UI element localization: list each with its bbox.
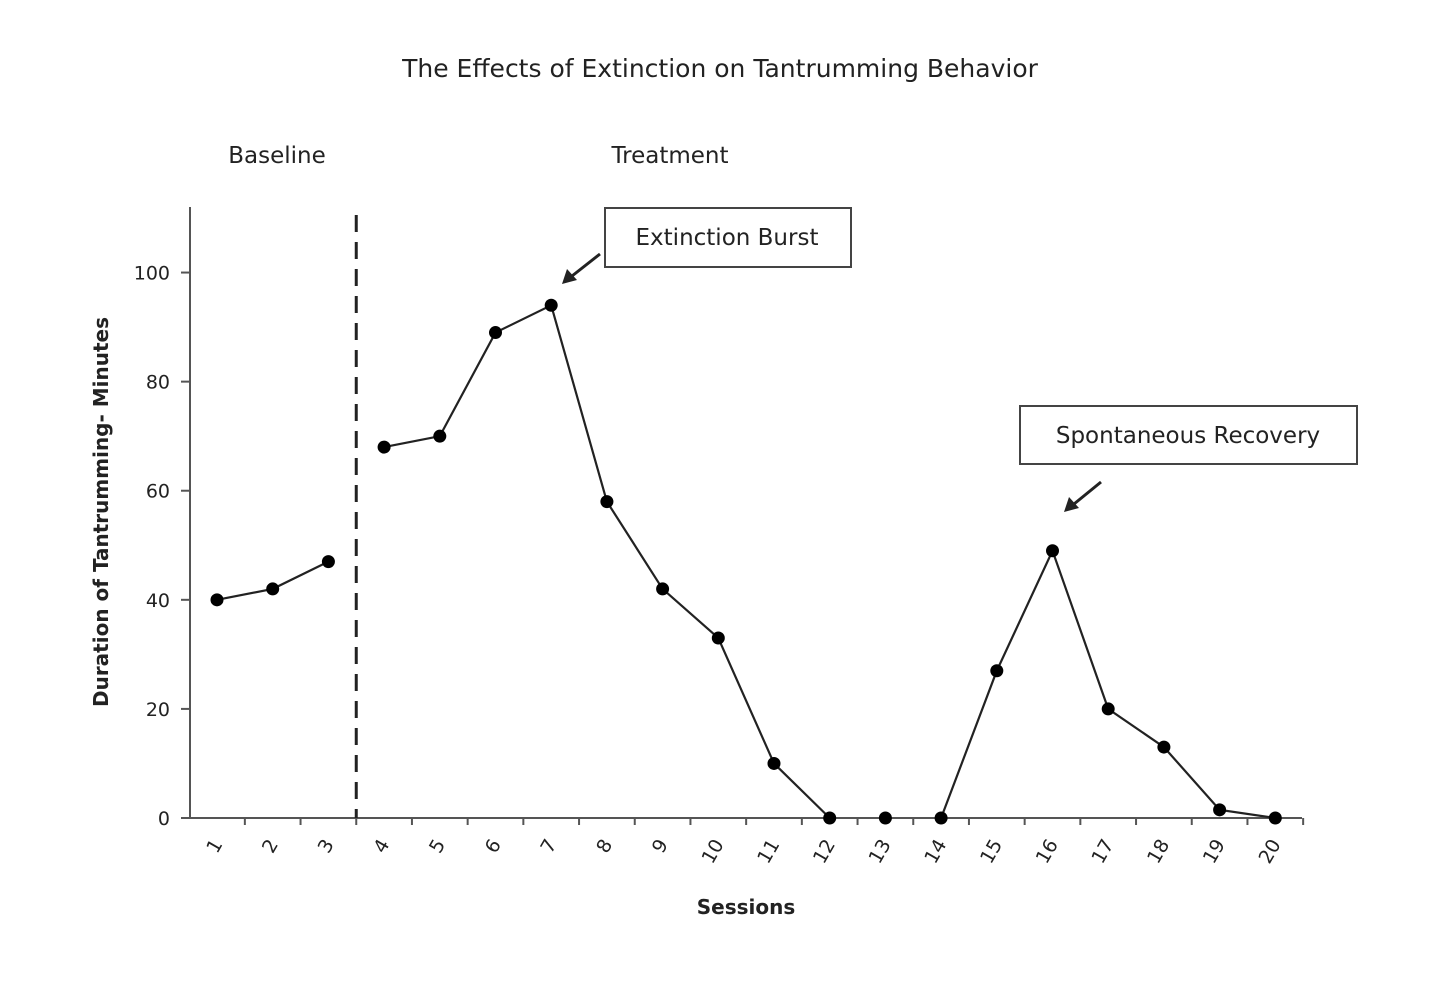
chart-title: The Effects of Extinction on Tantrumming… [401, 54, 1039, 83]
data-point [934, 811, 948, 825]
y-axis-title: Duration of Tantrumming- Minutes [89, 317, 113, 707]
data-point [1046, 544, 1059, 558]
annotation-arrow-shaft [1073, 480, 1102, 506]
annotation-label: Extinction Burst [636, 225, 819, 251]
data-point [1268, 811, 1282, 825]
data-point [433, 429, 447, 443]
data-point [1101, 702, 1115, 716]
y-tick-label: 40 [146, 590, 170, 612]
y-tick-label: 0 [158, 808, 170, 830]
annotation-spontaneous-recovery: Spontaneous Recovery [1019, 405, 1358, 512]
data-point [656, 582, 670, 596]
annotation-box [1019, 405, 1358, 465]
annotation-label: Spontaneous Recovery [1056, 423, 1320, 449]
data-point [210, 593, 224, 607]
annotation-arrow-head [562, 269, 577, 284]
annotation-arrow-head [1064, 497, 1079, 512]
data-point [711, 631, 725, 645]
data-point [489, 326, 502, 340]
annotation-extinction-burst: Extinction Burst [562, 207, 852, 284]
phase-label-baseline: Baseline [228, 143, 326, 169]
data-points [210, 298, 1282, 825]
annotation-box [604, 207, 852, 268]
data-point [1213, 803, 1227, 817]
y-tick-label: 60 [146, 481, 170, 503]
y-tick-label: 20 [146, 699, 170, 721]
data-point [266, 582, 280, 596]
phase-label-treatment: Treatment [610, 143, 728, 169]
data-point [544, 298, 558, 312]
y-ticks: 0 20 40 60 80 100 [134, 263, 190, 830]
data-point [321, 555, 335, 569]
data-point [823, 811, 837, 825]
x-axis-title: Sessions [697, 895, 796, 919]
annotation-arrow-shaft [571, 252, 601, 278]
data-point [990, 664, 1004, 678]
data-point [377, 440, 391, 454]
data-point [878, 811, 892, 825]
data-point [600, 495, 614, 509]
data-point [1157, 740, 1171, 754]
y-tick-label: 80 [146, 372, 170, 394]
y-tick-label: 100 [134, 263, 170, 285]
data-point [767, 756, 781, 770]
